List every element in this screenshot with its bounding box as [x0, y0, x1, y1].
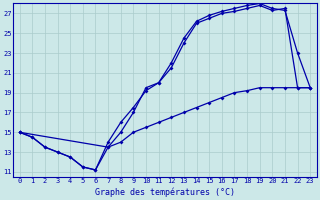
X-axis label: Graphe des températures (°C): Graphe des températures (°C)	[95, 187, 235, 197]
